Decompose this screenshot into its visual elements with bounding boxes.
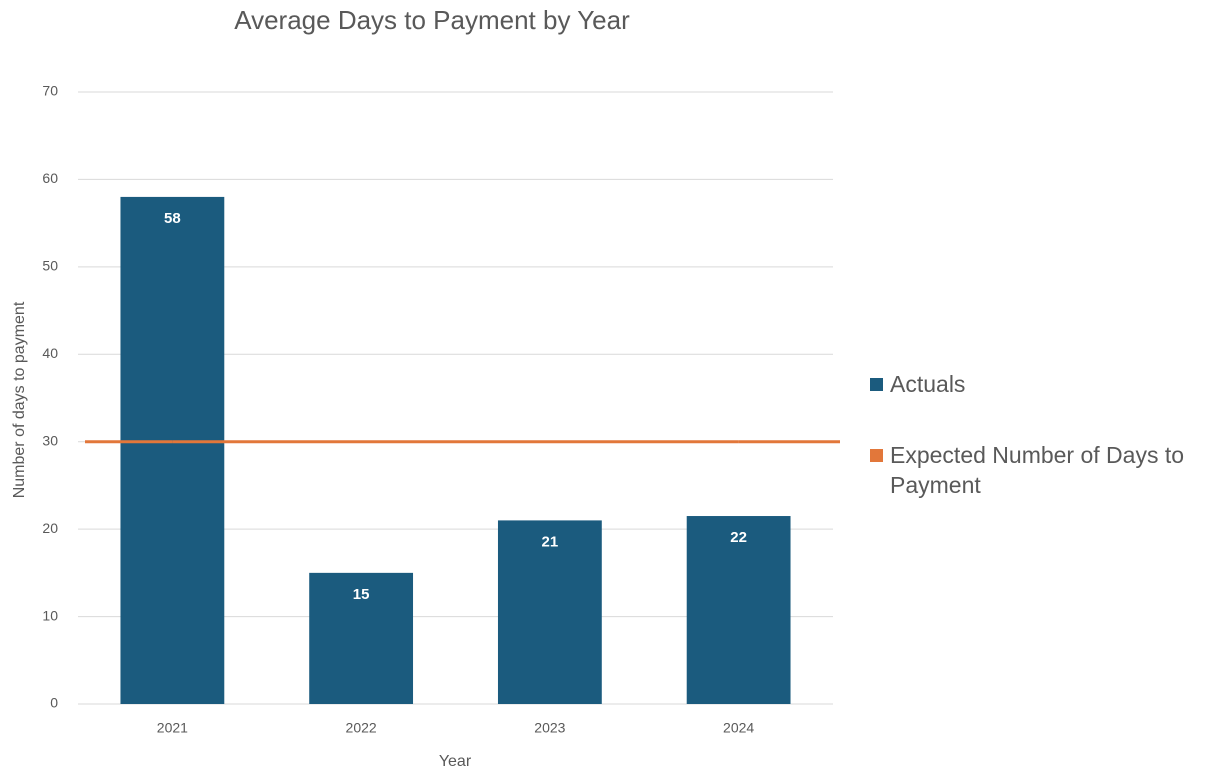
bar bbox=[120, 196, 225, 704]
legend-label: Expected Number of Days to Payment bbox=[890, 442, 1185, 498]
y-tick-label: 60 bbox=[42, 170, 58, 186]
data-label: 58 bbox=[164, 210, 181, 227]
y-tick-label: 70 bbox=[42, 83, 58, 99]
y-tick-label: 10 bbox=[42, 607, 58, 623]
data-label: 15 bbox=[353, 586, 370, 603]
legend-label: Actuals bbox=[890, 371, 966, 397]
data-label: 21 bbox=[542, 533, 559, 550]
y-tick-label: 0 bbox=[50, 695, 58, 711]
x-tick-label: 2022 bbox=[346, 720, 377, 736]
y-tick-label: 50 bbox=[42, 258, 58, 274]
bar bbox=[497, 520, 602, 704]
data-label: 22 bbox=[730, 529, 747, 546]
x-axis-title: Year bbox=[439, 753, 472, 770]
y-tick-label: 30 bbox=[42, 432, 58, 448]
y-tick-label: 40 bbox=[42, 345, 58, 361]
bar bbox=[686, 516, 791, 704]
x-tick-label: 2021 bbox=[157, 720, 188, 736]
bar bbox=[309, 572, 414, 704]
y-tick-label: 20 bbox=[42, 520, 58, 536]
x-tick-label: 2024 bbox=[723, 720, 754, 736]
legend-item: Actuals bbox=[870, 369, 1225, 399]
legend-swatch bbox=[870, 378, 883, 391]
legend-swatch bbox=[870, 449, 883, 462]
x-tick-label: 2023 bbox=[534, 720, 565, 736]
y-axis-title: Number of days to payment bbox=[11, 301, 28, 498]
legend-item: Expected Number of Days to Payment bbox=[870, 440, 1225, 500]
chart-title: Average Days to Payment by Year bbox=[234, 5, 630, 35]
